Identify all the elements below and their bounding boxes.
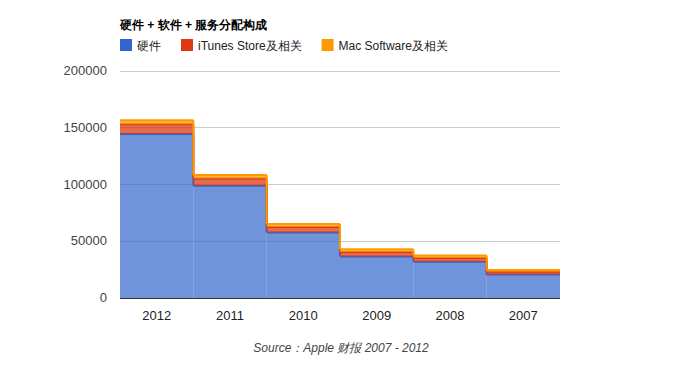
legend-swatch (120, 39, 132, 51)
y-tick-label: 150000 (64, 120, 107, 135)
area-segment (340, 257, 413, 298)
source: Source：Apple 财报 2007 - 2012 (253, 341, 429, 355)
area-segment (120, 120, 193, 124)
step-riser (192, 120, 194, 175)
legend-swatch (322, 39, 334, 51)
y-tick-label: 50000 (71, 233, 107, 248)
area-segment (340, 249, 413, 252)
x-tick-label: 2010 (289, 308, 318, 323)
step-riser (486, 256, 488, 271)
area-segment (267, 233, 340, 298)
area-segment (267, 227, 340, 233)
area-segment (487, 272, 560, 275)
area-segment (120, 124, 193, 134)
step-line (413, 255, 486, 257)
step-riser (339, 224, 341, 249)
area-segment (267, 224, 340, 227)
step-line (487, 271, 560, 273)
x-tick-label: 2009 (362, 308, 391, 323)
step-line (120, 119, 193, 121)
step-line (267, 223, 340, 225)
legend-label: iTunes Store及相关 (198, 39, 302, 53)
x-tick-label: 2011 (216, 308, 244, 323)
x-tick-label: 2008 (436, 308, 465, 323)
x-tick-label: 2012 (142, 308, 171, 323)
legend-label: Mac Software及相关 (339, 39, 448, 53)
step-riser (412, 249, 414, 255)
area-segment (193, 175, 266, 178)
step-line (340, 248, 413, 250)
x-tick-label: 2007 (509, 308, 538, 323)
y-tick-label: 200000 (64, 63, 107, 78)
area-segment (487, 270, 560, 272)
area-segment (193, 178, 266, 185)
area-segment (413, 256, 486, 258)
y-tick-label: 100000 (64, 177, 107, 192)
title: 硬件 + 软件 + 服务分配构成 (119, 18, 267, 32)
area-segment (413, 262, 486, 298)
area-segment (340, 252, 413, 257)
plot-area (120, 120, 560, 298)
chart: 硬件 + 软件 + 服务分配构成硬件 iTunes Store及相关 Mac Sof… (0, 0, 682, 371)
step-line (193, 174, 266, 176)
area-segment (193, 186, 266, 298)
step-line (487, 269, 560, 271)
legend-swatch (181, 39, 193, 51)
area-segment (487, 275, 560, 298)
area-segment (120, 134, 193, 298)
legend-label: 硬件 (137, 39, 161, 53)
area-segment (413, 258, 486, 262)
grid-line (120, 71, 560, 72)
step-riser (266, 175, 268, 224)
y-tick-label: 0 (100, 290, 107, 305)
